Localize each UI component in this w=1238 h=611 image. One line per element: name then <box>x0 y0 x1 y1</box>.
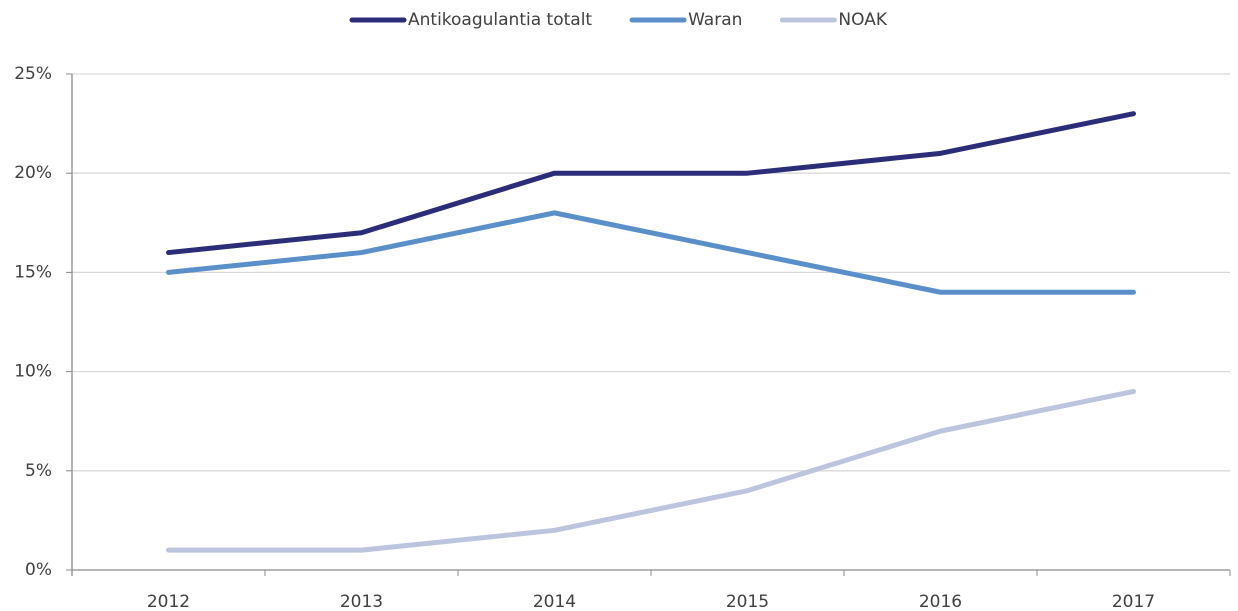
x-tick-label: 2017 <box>1112 592 1155 611</box>
data-line <box>166 210 1136 295</box>
y-tick-label: 20% <box>14 163 52 183</box>
x-tick-label: 2013 <box>340 592 383 611</box>
y-tick-label: 10% <box>14 362 52 382</box>
x-tick-label: 2014 <box>533 592 576 611</box>
legend-label: Antikoagulantia totalt <box>408 10 592 30</box>
y-tick-label: 5% <box>25 461 52 481</box>
x-tick-label: 2015 <box>726 592 769 611</box>
y-tick-label: 15% <box>14 262 52 282</box>
data-line <box>166 388 1136 553</box>
x-tick-label: 2012 <box>147 592 190 611</box>
y-tick-label: 25% <box>14 64 52 84</box>
x-tick-label: 2016 <box>919 592 962 611</box>
legend-label: Waran <box>688 10 742 30</box>
data-line <box>166 111 1136 256</box>
legend-label: NOAK <box>838 10 887 30</box>
y-tick-label: 0% <box>25 560 52 580</box>
